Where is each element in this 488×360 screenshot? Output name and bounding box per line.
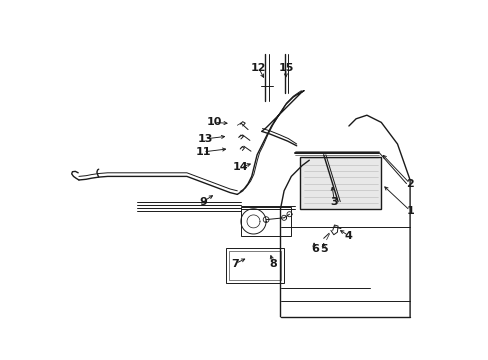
Text: 11: 11 [195, 147, 210, 157]
Bar [225, 248, 284, 283]
Text: 2: 2 [406, 179, 413, 189]
Text: 6: 6 [310, 244, 318, 254]
Text: 13: 13 [197, 134, 212, 144]
Text: 3: 3 [330, 197, 338, 207]
Bar [228, 251, 281, 280]
Text: 9: 9 [199, 197, 206, 207]
Text: 1: 1 [406, 206, 413, 216]
Text: 7: 7 [231, 258, 239, 269]
Text: 15: 15 [278, 63, 293, 73]
Text: 12: 12 [251, 63, 266, 73]
Bar [300, 157, 381, 209]
Bar [241, 207, 291, 236]
Text: 4: 4 [344, 231, 352, 241]
Text: 8: 8 [269, 258, 277, 269]
Text: 14: 14 [233, 162, 248, 172]
Text: 10: 10 [206, 117, 221, 127]
Text: 5: 5 [319, 244, 327, 254]
